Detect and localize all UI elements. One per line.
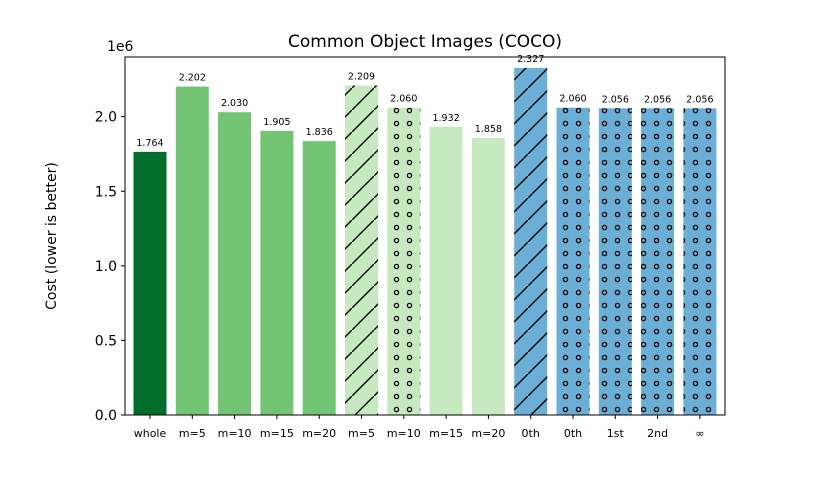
axes-frame — [124, 56, 726, 416]
data-label-12: 2.056 — [644, 94, 671, 105]
x-tick-label-9: 0th — [522, 427, 540, 440]
y-axis-offset-label: 1e6 — [107, 39, 134, 55]
x-tick-label-5: m=5 — [348, 427, 375, 440]
x-tick-label-10: 0th — [564, 427, 582, 440]
bar-hatch-10 — [556, 107, 590, 415]
data-label-13: 2.056 — [686, 94, 713, 105]
x-tick-label-11: 1st — [607, 427, 625, 440]
bar-hatch-12 — [641, 108, 675, 416]
bar-3 — [260, 130, 294, 415]
x-tick-label-8: m=20 — [471, 427, 505, 440]
data-label-9: 2.327 — [517, 54, 544, 65]
bar-4 — [302, 141, 336, 415]
bar-hatch-13 — [683, 108, 717, 416]
bar-1 — [175, 86, 209, 415]
x-tick-label-3: m=15 — [260, 427, 294, 440]
y-axis-label: Cost (lower is better) — [44, 162, 60, 310]
y-tick-label-3: 1.5 — [95, 184, 117, 200]
bar-0 — [133, 151, 167, 415]
chart-title: Common Object Images (COCO) — [288, 32, 562, 52]
data-label-7: 1.932 — [432, 113, 459, 124]
x-tick-label-7: m=15 — [429, 427, 463, 440]
data-label-2: 2.030 — [221, 98, 248, 109]
data-label-0: 1.764 — [136, 138, 163, 149]
bar-hatch-5 — [345, 85, 378, 415]
x-tick-label-4: m=20 — [302, 427, 336, 440]
data-label-11: 2.056 — [602, 94, 629, 105]
bar-hatch-9 — [514, 67, 548, 416]
x-tick-label-6: m=10 — [387, 427, 421, 440]
x-tick-label-13: ∞ — [695, 427, 704, 440]
bar-hatch-11 — [598, 108, 632, 416]
x-tick-label-12: 2nd — [647, 427, 668, 440]
bar-2 — [218, 112, 252, 416]
data-label-4: 1.836 — [306, 127, 333, 138]
data-label-6: 2.060 — [390, 94, 417, 105]
data-label-1: 2.202 — [179, 73, 206, 84]
data-label-5: 2.209 — [348, 71, 375, 82]
x-tick-label-0: whole — [134, 427, 167, 440]
x-tick-label-1: m=5 — [179, 427, 206, 440]
bar-7 — [429, 126, 463, 415]
bar-hatch-6 — [387, 107, 421, 415]
data-label-8: 1.858 — [475, 124, 502, 135]
x-tick-label-2: m=10 — [218, 427, 252, 440]
bar-8 — [471, 137, 505, 415]
y-tick-label-4: 2.0 — [95, 110, 117, 126]
y-tick-label-0: 0.0 — [95, 408, 117, 424]
data-label-3: 1.905 — [263, 117, 290, 128]
y-tick-label-1: 0.5 — [95, 333, 117, 349]
y-tick-label-2: 1.0 — [95, 259, 117, 275]
data-label-10: 2.060 — [559, 94, 586, 105]
